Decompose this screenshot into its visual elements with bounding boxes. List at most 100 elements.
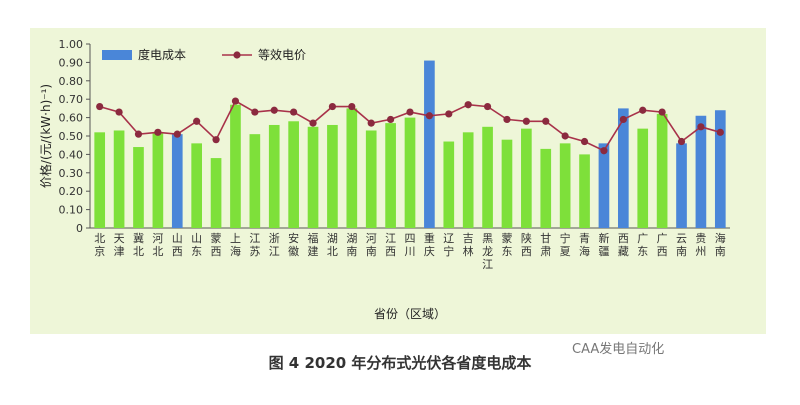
bar bbox=[462, 132, 474, 228]
bar bbox=[230, 104, 241, 228]
x-tick-label: 黑龙江 bbox=[482, 232, 493, 271]
x-tick-label: 福建 bbox=[308, 231, 319, 258]
x-axis-title: 省份（区域） bbox=[374, 307, 446, 321]
line-point bbox=[600, 147, 608, 155]
legend-swatch-bar bbox=[102, 50, 132, 60]
y-tick-label: 0.60 bbox=[59, 112, 84, 125]
x-tick-label: 重庆 bbox=[424, 231, 435, 258]
x-tick-label: 新疆 bbox=[598, 231, 609, 258]
bar bbox=[288, 121, 299, 228]
y-tick-label: 0.90 bbox=[59, 56, 84, 69]
line-point bbox=[503, 115, 511, 124]
bar bbox=[94, 132, 106, 228]
line-point bbox=[231, 97, 240, 105]
bar bbox=[443, 141, 455, 228]
line-point bbox=[561, 132, 569, 140]
line-point bbox=[464, 101, 472, 109]
bar bbox=[268, 124, 280, 228]
y-tick-label: 0.80 bbox=[59, 75, 84, 88]
legend-label-bar: 度电成本 bbox=[138, 47, 186, 62]
x-tick-label: 蒙东 bbox=[501, 232, 512, 258]
x-tick-label: 甘肃 bbox=[540, 232, 551, 258]
bar bbox=[346, 108, 358, 228]
bar bbox=[210, 158, 222, 228]
bar bbox=[152, 132, 164, 228]
bar bbox=[424, 60, 435, 229]
y-tick-label: 0.10 bbox=[59, 204, 84, 217]
line-point bbox=[406, 108, 414, 116]
y-tick-label: 0.50 bbox=[59, 130, 84, 143]
line-point bbox=[658, 108, 666, 116]
y-tick-label: 0.70 bbox=[59, 93, 84, 106]
x-tick-label: 冀北 bbox=[133, 231, 144, 258]
line-point bbox=[677, 137, 686, 146]
x-tick-label: 浙江 bbox=[269, 232, 280, 258]
watermark-text: CAA发电自动化 bbox=[572, 342, 665, 357]
y-tick-label: 0 bbox=[76, 222, 83, 235]
line-point bbox=[134, 130, 143, 138]
line-point bbox=[348, 102, 356, 111]
y-tick-label: 0.20 bbox=[59, 185, 84, 198]
bar bbox=[676, 143, 687, 228]
chart-svg: 0 0.10 0.20 0.30 0.40 0.50 0.60 0.70 0.80 0.90 1.0… bbox=[38, 38, 730, 321]
x-tick-label: 山东 bbox=[191, 232, 202, 258]
figure-caption: 图 4 2020 年分布式光伏各省度电成本 bbox=[268, 354, 532, 372]
x-tick-label: 四川 bbox=[405, 232, 416, 258]
x-tick-label: 湖北 bbox=[327, 232, 338, 258]
line-point bbox=[619, 115, 627, 124]
bar bbox=[618, 108, 629, 228]
legend-label-line: 等效电价 bbox=[258, 47, 306, 62]
bar bbox=[637, 128, 649, 228]
line-point bbox=[251, 108, 259, 116]
bar bbox=[521, 128, 532, 228]
bar bbox=[579, 154, 590, 228]
x-tick-label: 江苏 bbox=[249, 232, 260, 258]
x-tick-label: 北京 bbox=[94, 232, 105, 258]
x-tick-label: 云南 bbox=[676, 232, 687, 258]
line-point bbox=[173, 130, 181, 138]
line-point bbox=[328, 102, 337, 111]
x-tick-label: 蒙西 bbox=[211, 232, 222, 258]
bar bbox=[540, 148, 552, 228]
line-point bbox=[522, 117, 530, 125]
x-tick-label: 西藏 bbox=[618, 232, 629, 258]
x-tick-label: 辽宁 bbox=[443, 232, 454, 258]
bar bbox=[327, 124, 338, 228]
legend-marker-line bbox=[233, 51, 241, 59]
bar bbox=[113, 130, 125, 228]
x-tick-label: 海南 bbox=[715, 231, 726, 258]
line-point bbox=[445, 110, 453, 118]
line-point bbox=[115, 108, 123, 116]
line-point bbox=[212, 136, 220, 144]
bar bbox=[598, 143, 610, 228]
bar bbox=[249, 134, 261, 228]
x-tick-label: 贵州 bbox=[695, 232, 706, 258]
line-point bbox=[425, 112, 433, 120]
bar bbox=[559, 143, 571, 228]
line-point bbox=[96, 102, 104, 111]
bar bbox=[307, 126, 319, 228]
bar bbox=[385, 123, 396, 228]
x-tick-label: 山西 bbox=[172, 232, 183, 258]
bar bbox=[404, 117, 416, 228]
line-point bbox=[580, 137, 589, 146]
x-tick-label: 宁夏 bbox=[560, 231, 571, 258]
line-point bbox=[367, 119, 375, 127]
line-point bbox=[639, 106, 647, 114]
x-tick-label: 广西 bbox=[657, 232, 668, 258]
line-point bbox=[697, 123, 705, 131]
bar bbox=[714, 110, 726, 228]
x-tick-label: 湖南 bbox=[346, 232, 357, 258]
y-tick-label: 1.00 bbox=[59, 38, 84, 51]
line-point bbox=[193, 117, 201, 125]
x-tick-label: 上海 bbox=[230, 232, 241, 258]
line-point bbox=[483, 102, 492, 111]
x-tick-label: 广东 bbox=[637, 232, 648, 258]
x-tick-label: 安徽 bbox=[288, 231, 299, 258]
line-point bbox=[270, 106, 278, 114]
x-tick-label: 天津 bbox=[114, 232, 125, 258]
bar bbox=[695, 115, 707, 228]
x-tick-label: 陕西 bbox=[521, 231, 532, 258]
y-tick-label: 0.30 bbox=[59, 167, 84, 180]
